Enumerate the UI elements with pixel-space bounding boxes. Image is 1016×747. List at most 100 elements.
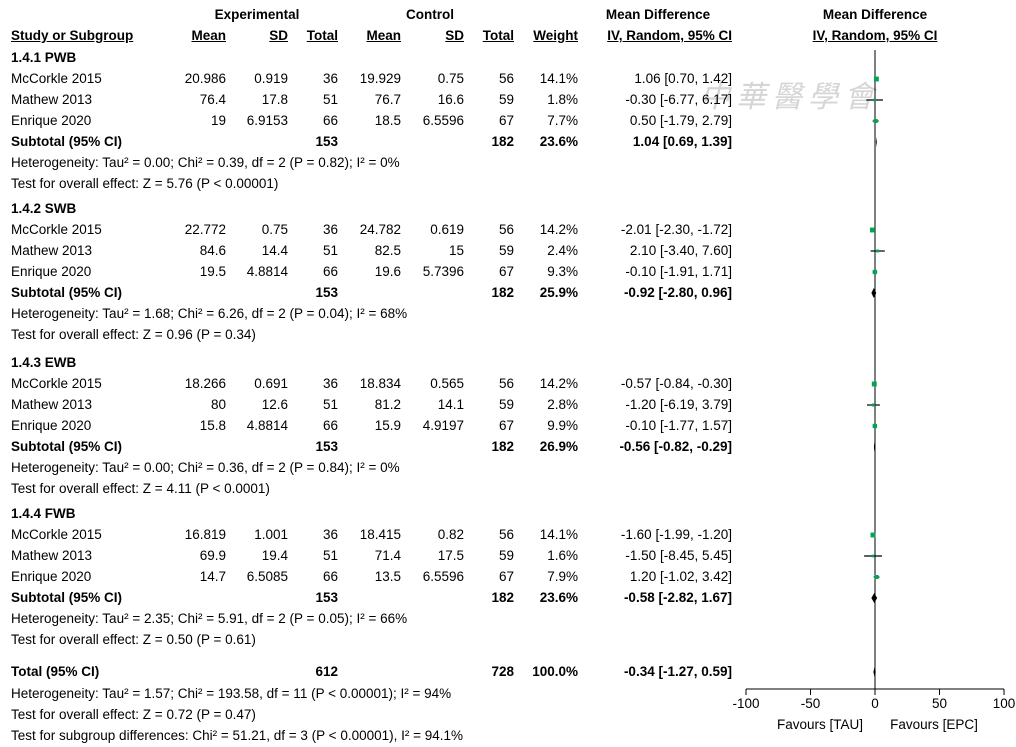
study-c-mean: 15.9 xyxy=(374,418,401,433)
study-weight: 9.9% xyxy=(547,418,578,433)
study-name: Mathew 2013 xyxy=(11,92,93,107)
study-e-sd: 19.4 xyxy=(261,548,288,563)
subgroup-differences-text: Test for subgroup differences: Chi² = 51… xyxy=(11,728,464,743)
total-heterogeneity-text: Heterogeneity: Tau² = 1.57; Chi² = 193.5… xyxy=(11,686,452,701)
total-label: Total (95% CI) xyxy=(11,664,100,679)
study-point xyxy=(873,119,878,123)
study-ci: -1.20 [-6.19, 3.79] xyxy=(625,397,732,412)
plot-method-header: IV, Random, 95% CI xyxy=(812,28,938,43)
study-e-sd: 6.9153 xyxy=(246,113,288,128)
subtotal-label: Subtotal (95% CI) xyxy=(11,439,123,454)
study-c-total: 67 xyxy=(498,569,514,584)
heterogeneity-text: Heterogeneity: Tau² = 0.00; Chi² = 0.39,… xyxy=(11,155,400,170)
study-e-sd: 0.691 xyxy=(254,376,288,391)
study-e-mean: 16.819 xyxy=(184,527,226,542)
study-c-sd: 6.5596 xyxy=(422,569,464,584)
study-c-total: 59 xyxy=(498,243,514,258)
study-c-sd: 14.1 xyxy=(437,397,464,412)
subgroup-title: 1.4.1 PWB xyxy=(11,50,77,65)
subtotal-c-total: 182 xyxy=(491,439,514,454)
study-c-sd: 0.82 xyxy=(437,527,464,542)
subtotal-weight: 26.9% xyxy=(539,439,578,454)
study-weight: 2.4% xyxy=(547,243,578,258)
study-e-sd: 4.8814 xyxy=(246,264,288,279)
x-tick-label: 0 xyxy=(871,696,879,711)
study-ci: 1.06 [0.70, 1.42] xyxy=(634,71,732,86)
overall-effect-text: Test for overall effect: Z = 5.76 (P < 0… xyxy=(11,176,279,191)
study-e-total: 36 xyxy=(322,71,338,86)
study-e-sd: 4.8814 xyxy=(246,418,288,433)
study-ci: 2.10 [-3.40, 7.60] xyxy=(629,243,732,258)
study-e-mean: 76.4 xyxy=(199,92,226,107)
study-e-sd: 17.8 xyxy=(261,92,288,107)
study-e-total: 51 xyxy=(322,243,338,258)
subtotal-diamond xyxy=(871,593,878,603)
favours-left-label: Favours [TAU] xyxy=(776,717,864,732)
study-e-sd: 14.4 xyxy=(261,243,288,258)
x-tick-label: -100 xyxy=(732,696,759,711)
subtotal-c-total: 182 xyxy=(491,285,514,300)
study-name: Enrique 2020 xyxy=(11,264,92,279)
subtotal-e-total: 153 xyxy=(315,134,338,149)
study-e-total: 51 xyxy=(322,92,338,107)
study-c-mean: 18.834 xyxy=(359,376,401,391)
study-e-sd: 1.001 xyxy=(254,527,288,542)
study-c-total: 56 xyxy=(498,222,514,237)
subtotal-diamond xyxy=(871,288,877,298)
experimental-header: Experimental xyxy=(214,7,300,22)
study-weight: 14.1% xyxy=(539,71,578,86)
total-overall-effect-text: Test for overall effect: Z = 0.72 (P = 0… xyxy=(11,707,256,722)
study-e-mean: 84.6 xyxy=(199,243,226,258)
study-point xyxy=(873,76,879,82)
study-ci: -0.30 [-6.77, 6.17] xyxy=(625,92,732,107)
subtotal-weight: 23.6% xyxy=(539,590,578,605)
study-c-mean: 76.7 xyxy=(374,92,401,107)
study-c-total: 56 xyxy=(498,376,514,391)
x-tick-label: 100 xyxy=(993,696,1016,711)
subtotal-e-total: 153 xyxy=(315,285,338,300)
study-e-mean: 22.772 xyxy=(184,222,226,237)
study-e-mean: 19.5 xyxy=(199,264,226,279)
subtotal-e-total: 153 xyxy=(315,590,338,605)
study-e-total: 36 xyxy=(322,376,338,391)
method-header: IV, Random, 95% CI xyxy=(607,28,732,43)
study-point xyxy=(869,227,875,233)
control-header: Control xyxy=(406,7,454,22)
study-e-total: 36 xyxy=(322,222,338,237)
study-name: Mathew 2013 xyxy=(11,548,93,563)
study-point xyxy=(876,249,880,253)
study-name: Enrique 2020 xyxy=(11,569,92,584)
total-e-total: 612 xyxy=(315,664,338,679)
overall-diamond xyxy=(873,667,876,677)
study-e-mean: 80 xyxy=(210,397,226,412)
study-ci: -0.10 [-1.77, 1.57] xyxy=(625,418,732,433)
study-c-sd: 0.75 xyxy=(437,71,464,86)
study-weight: 1.6% xyxy=(547,548,578,563)
subtotal-label: Subtotal (95% CI) xyxy=(11,590,123,605)
subtotal-c-total: 182 xyxy=(491,590,514,605)
study-ci: 0.50 [-1.79, 2.79] xyxy=(629,113,732,128)
subtotal-ci: -0.92 [-2.80, 0.96] xyxy=(623,285,732,300)
study-e-total: 36 xyxy=(322,527,338,542)
study-weight: 9.3% xyxy=(547,264,578,279)
study-point xyxy=(872,423,878,429)
study-ci: -1.50 [-8.45, 5.45] xyxy=(625,548,732,563)
study-c-total: 56 xyxy=(498,71,514,86)
study-ci: -0.57 [-0.84, -0.30] xyxy=(620,376,732,391)
study-e-total: 51 xyxy=(322,397,338,412)
study-c-total: 56 xyxy=(498,527,514,542)
study-point xyxy=(872,269,877,275)
subtotal-ci: -0.56 [-0.82, -0.29] xyxy=(619,439,732,454)
study-c-sd: 17.5 xyxy=(437,548,464,563)
study-c-sd: 6.5596 xyxy=(422,113,464,128)
study-name: Enrique 2020 xyxy=(11,418,92,433)
study-point xyxy=(871,554,875,558)
study-weight: 7.9% xyxy=(547,569,578,584)
favours-right-label: Favours [EPC] xyxy=(890,717,978,732)
study-e-sd: 0.919 xyxy=(254,71,288,86)
heterogeneity-text: Heterogeneity: Tau² = 0.00; Chi² = 0.36,… xyxy=(11,460,400,475)
study-c-sd: 5.7396 xyxy=(422,264,464,279)
total-c-total: 728 xyxy=(491,664,514,679)
study-c-total: 67 xyxy=(498,113,514,128)
